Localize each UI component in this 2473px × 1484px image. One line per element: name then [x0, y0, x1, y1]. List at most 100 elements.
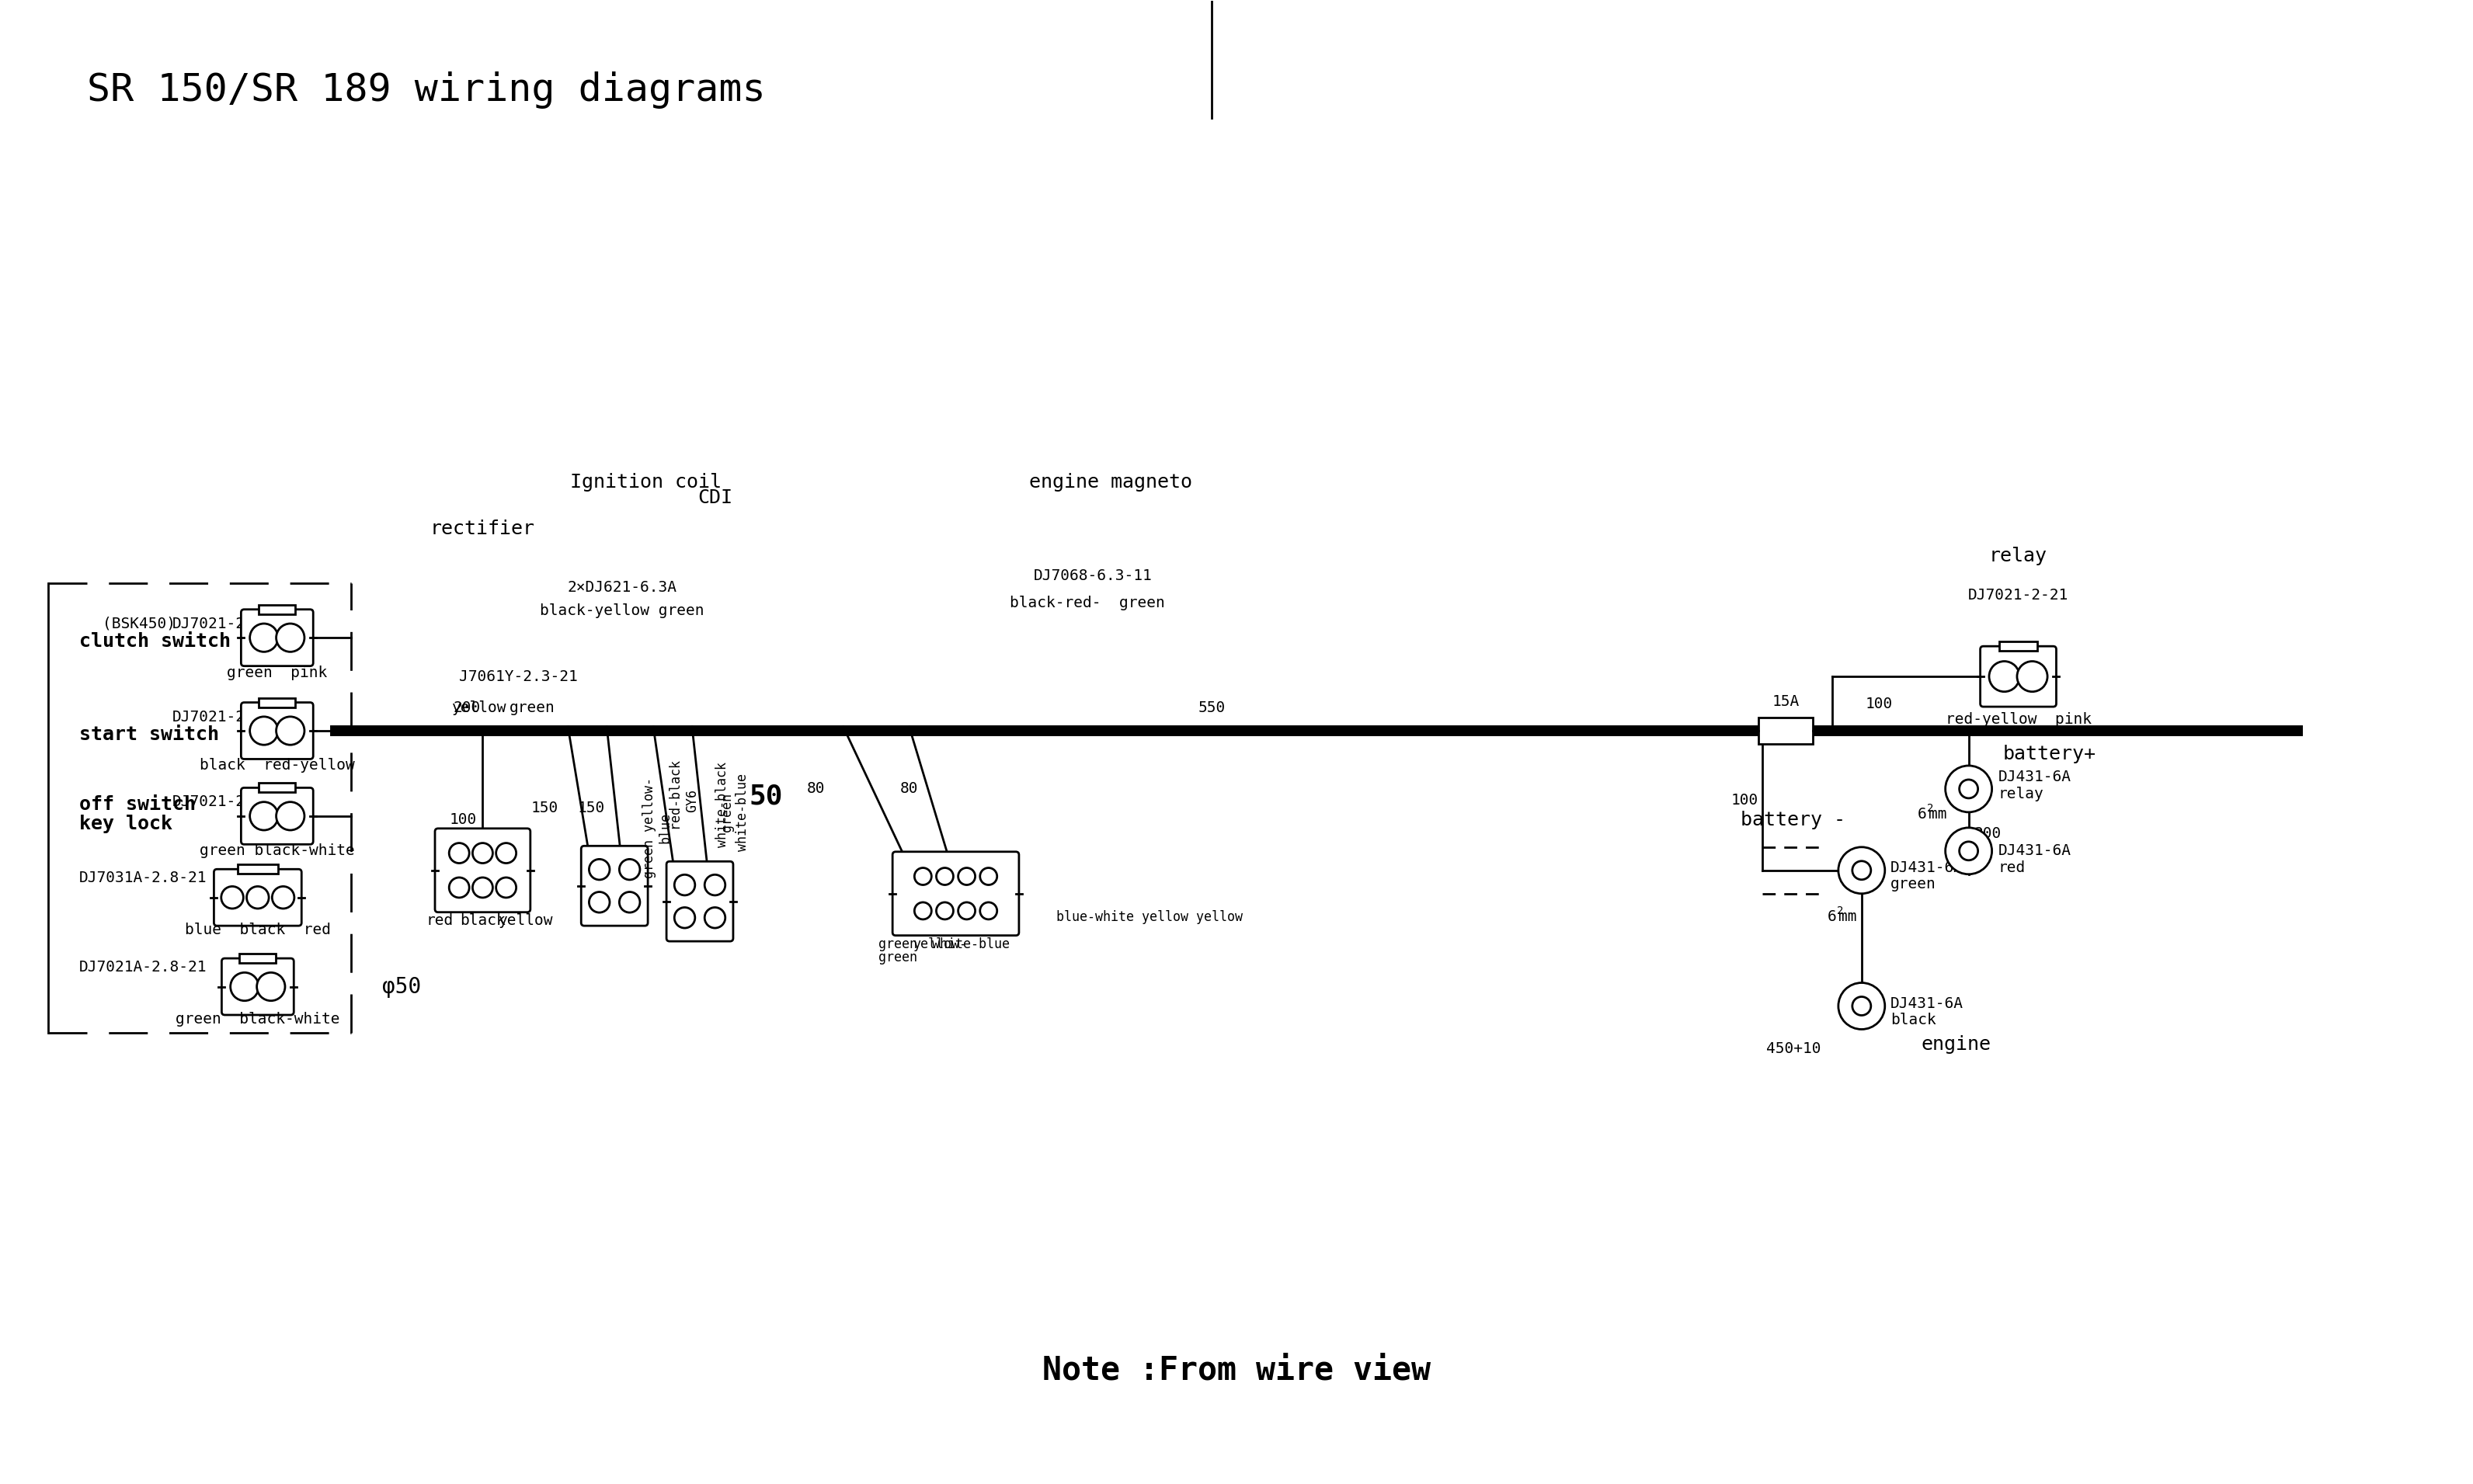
FancyBboxPatch shape	[240, 788, 314, 844]
Circle shape	[979, 902, 997, 920]
Circle shape	[979, 868, 997, 884]
Circle shape	[1852, 997, 1872, 1015]
Text: battery+: battery+	[2003, 745, 2097, 763]
Text: red-yellow  pink: red-yellow pink	[1946, 712, 2092, 727]
Circle shape	[230, 972, 260, 1000]
Text: green: green	[1889, 877, 1936, 892]
Text: DJ7021-2-11: DJ7021-2-11	[173, 709, 272, 724]
Text: white-blue: white-blue	[932, 936, 1009, 951]
Circle shape	[589, 892, 611, 913]
Circle shape	[1988, 662, 2020, 692]
Text: DJ7021-2-11: DJ7021-2-11	[173, 616, 272, 631]
Text: DJ431-6A: DJ431-6A	[1998, 770, 2070, 785]
Text: 6: 6	[1828, 910, 1837, 925]
Circle shape	[618, 859, 641, 880]
Circle shape	[277, 717, 304, 745]
Text: relay: relay	[1998, 787, 2043, 801]
Text: black-red-  green: black-red- green	[1009, 595, 1165, 610]
FancyBboxPatch shape	[665, 861, 732, 941]
Text: engine: engine	[1922, 1036, 1991, 1054]
Text: 50: 50	[749, 784, 781, 810]
Circle shape	[257, 972, 284, 1000]
FancyBboxPatch shape	[1981, 646, 2055, 706]
Text: blue  black  red: blue black red	[185, 923, 331, 938]
Circle shape	[957, 868, 974, 884]
Circle shape	[1837, 847, 1884, 893]
Circle shape	[220, 886, 242, 908]
Text: green  pink: green pink	[228, 665, 326, 680]
Text: 100: 100	[450, 813, 477, 827]
Circle shape	[450, 843, 470, 864]
Circle shape	[937, 902, 955, 920]
Text: green  black-white: green black-white	[176, 1012, 339, 1027]
Text: 550: 550	[1197, 700, 1224, 715]
Text: start switch: start switch	[79, 726, 220, 743]
Text: engine magneto: engine magneto	[1029, 473, 1192, 491]
Circle shape	[1946, 766, 1991, 812]
Text: Ignition coil: Ignition coil	[569, 473, 722, 491]
Text: φ50: φ50	[381, 976, 420, 997]
Text: 2: 2	[1926, 803, 1934, 813]
Text: key lock: key lock	[79, 815, 173, 833]
Text: Note :From wire view: Note :From wire view	[1041, 1355, 1432, 1386]
Text: black: black	[460, 913, 504, 928]
Text: DJ7021-2-11: DJ7021-2-11	[173, 795, 272, 809]
Text: 80: 80	[900, 782, 917, 797]
Circle shape	[915, 902, 932, 920]
Text: 15A: 15A	[1773, 695, 1800, 709]
Circle shape	[450, 877, 470, 898]
Circle shape	[272, 886, 294, 908]
Circle shape	[1959, 841, 1978, 861]
Text: green: green	[878, 936, 917, 951]
Circle shape	[937, 868, 955, 884]
Text: 200: 200	[453, 700, 480, 715]
Text: CDI: CDI	[697, 488, 732, 508]
Circle shape	[705, 874, 725, 895]
Text: 100: 100	[1865, 696, 1892, 711]
FancyBboxPatch shape	[240, 610, 314, 666]
Circle shape	[250, 623, 277, 651]
Circle shape	[250, 717, 277, 745]
Circle shape	[589, 859, 611, 880]
Bar	[240, 954, 277, 963]
Text: mm: mm	[1837, 910, 1857, 925]
Text: SR 150/SR 189 wiring diagrams: SR 150/SR 189 wiring diagrams	[87, 71, 767, 108]
Bar	[237, 865, 277, 874]
Circle shape	[705, 907, 725, 928]
Text: J7061Y-2.3-21: J7061Y-2.3-21	[460, 669, 579, 684]
Text: 100: 100	[1731, 792, 1758, 807]
Text: DJ7021A-2.8-21: DJ7021A-2.8-21	[79, 960, 208, 975]
Text: 6: 6	[1917, 807, 1926, 822]
Text: yellow: yellow	[497, 913, 551, 928]
Text: green yellow-
blue: green yellow- blue	[643, 778, 673, 879]
Text: battery -: battery -	[1741, 810, 1845, 830]
Text: 80: 80	[806, 782, 826, 797]
Circle shape	[472, 843, 492, 864]
Text: clutch switch: clutch switch	[79, 632, 230, 651]
FancyBboxPatch shape	[435, 828, 529, 913]
Text: yellow-: yellow-	[913, 936, 967, 951]
Circle shape	[472, 877, 492, 898]
Circle shape	[1946, 828, 1991, 874]
Text: green
white-blue: green white-blue	[720, 773, 749, 850]
Text: DJ7068-6.3-11: DJ7068-6.3-11	[1034, 568, 1152, 583]
Text: red-black: red-black	[668, 758, 680, 828]
Circle shape	[497, 877, 517, 898]
Circle shape	[250, 801, 277, 830]
Circle shape	[1959, 779, 1978, 798]
Text: DJ7021-2-21: DJ7021-2-21	[1969, 588, 2067, 603]
FancyBboxPatch shape	[215, 870, 302, 926]
Text: DJ7031A-2.8-21: DJ7031A-2.8-21	[79, 871, 208, 886]
Circle shape	[675, 907, 695, 928]
Text: green black-white: green black-white	[200, 843, 354, 858]
Bar	[260, 605, 294, 614]
Text: relay: relay	[1988, 548, 2048, 565]
Bar	[260, 784, 294, 792]
Text: DJ431-6A: DJ431-6A	[1889, 996, 1964, 1011]
FancyBboxPatch shape	[223, 959, 294, 1015]
FancyBboxPatch shape	[893, 852, 1019, 935]
Text: mm: mm	[1929, 807, 1946, 822]
Text: DJ431-6A: DJ431-6A	[1998, 843, 2070, 858]
Text: 450+10: 450+10	[1766, 1042, 1820, 1057]
FancyBboxPatch shape	[240, 702, 314, 758]
